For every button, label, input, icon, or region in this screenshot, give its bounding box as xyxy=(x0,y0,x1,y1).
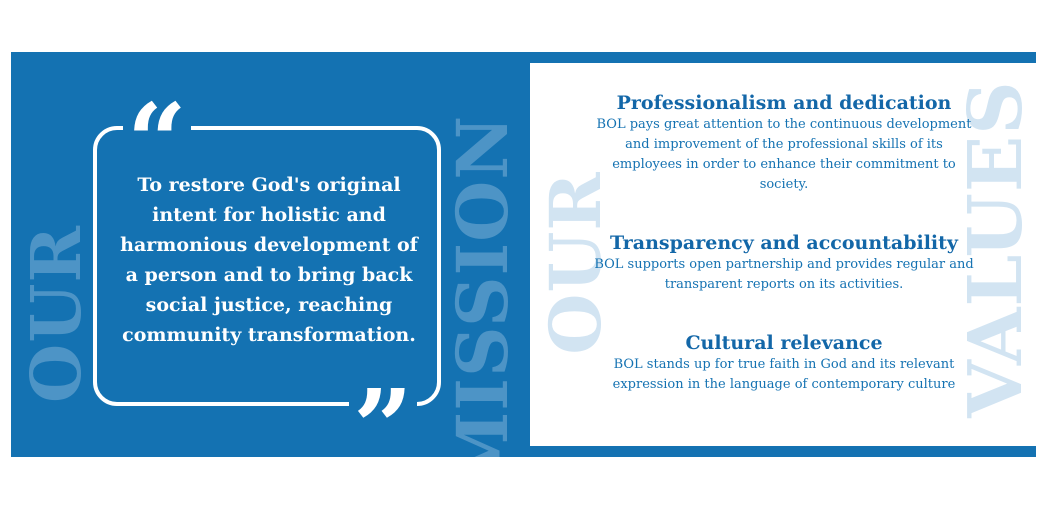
value-title: Transparency and accountability xyxy=(610,232,958,254)
value-description: BOL pays great attention to the continuo… xyxy=(596,117,972,192)
mission-values-banner: OUR MISSION “ ” To restore God's origina… xyxy=(11,52,1036,457)
value-title: Cultural relevance xyxy=(685,332,883,354)
mission-label: MISSION xyxy=(441,114,524,457)
value-item-cultural-relevance: Cultural relevance BOL stands up for tru… xyxy=(592,331,976,395)
value-item-transparency: Transparency and accountability BOL supp… xyxy=(592,231,976,295)
mission-our-label: OUR xyxy=(17,224,97,404)
value-description: BOL stands up for true faith in God and … xyxy=(612,357,956,392)
values-panel: OUR VALUES Professionalism and dedicatio… xyxy=(530,63,1036,446)
value-title: Professionalism and dedication xyxy=(616,92,952,114)
value-description: BOL supports open partnership and provid… xyxy=(594,257,974,292)
mission-statement: To restore God's original intent for hol… xyxy=(120,174,418,346)
mission-quote-box xyxy=(93,126,441,406)
close-quote-icon: ” xyxy=(349,382,417,438)
open-quote-icon: “ xyxy=(123,96,191,152)
value-item-professionalism: Professionalism and dedication BOL pays … xyxy=(592,91,976,195)
